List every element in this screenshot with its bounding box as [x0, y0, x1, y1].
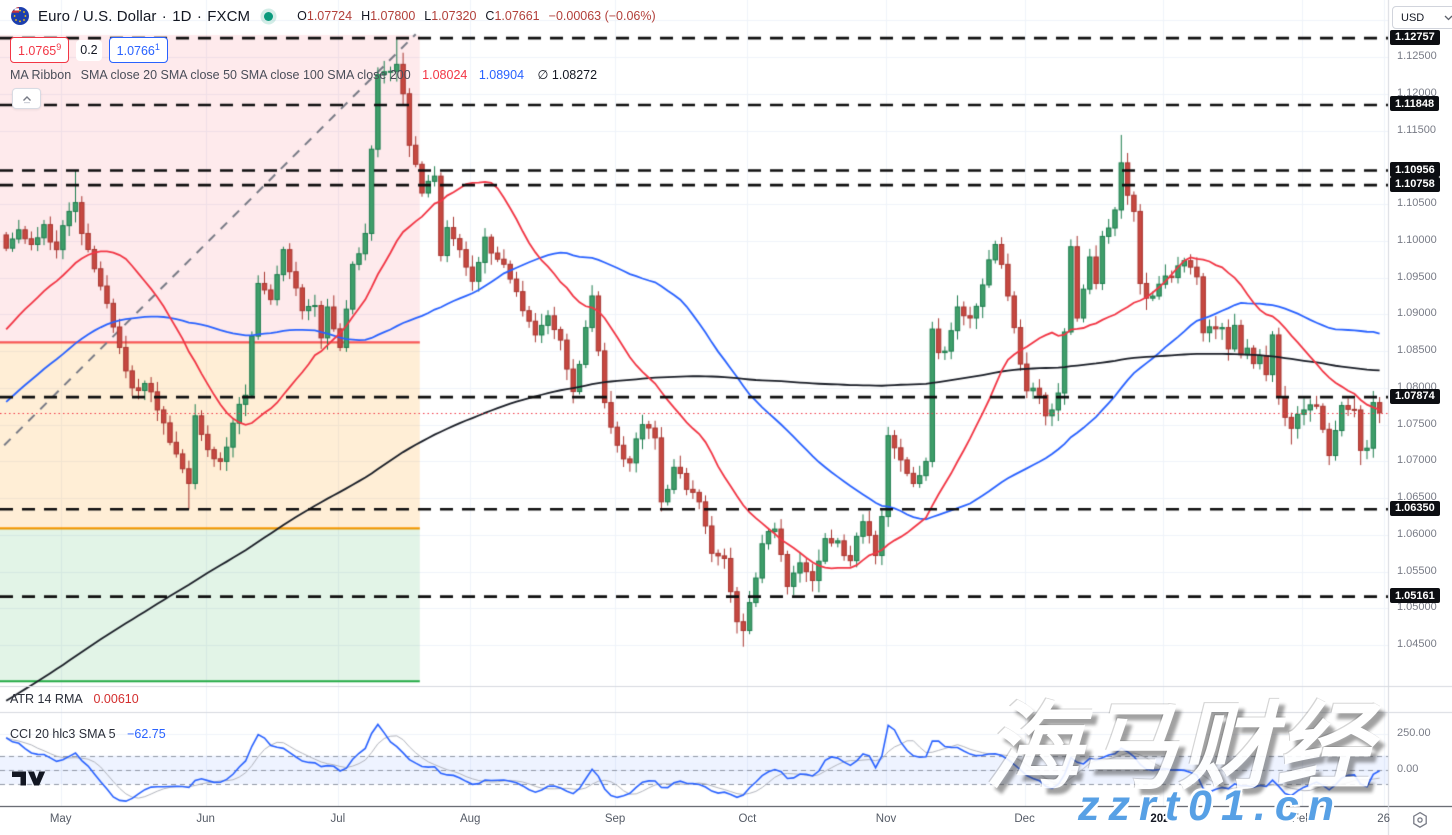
axis-settings-button[interactable]: [1410, 810, 1430, 835]
price-axis[interactable]: 1.12500 1.12000 1.11500 1.10500 1.10000 1.095…: [1388, 0, 1452, 806]
price-tick-label: 1.12000: [1397, 86, 1437, 99]
price-tick-label: 1.04500: [1397, 638, 1437, 651]
price-label-low[interactable]: 1.07659: [10, 37, 70, 64]
currency-selector[interactable]: USD: [1392, 6, 1452, 29]
time-axis-label: Nov: [875, 813, 897, 825]
tradingview-logo-icon: [12, 771, 46, 786]
price-tick-label: 1.09000: [1397, 307, 1437, 320]
ohlc-change: −0.00063 (−0.06%): [548, 9, 656, 23]
time-axis-label: Feb: [1291, 813, 1312, 825]
ma-ribbon-title: MA Ribbon: [10, 68, 72, 82]
time-axis-label: Aug: [459, 813, 481, 825]
ma-ribbon-legend[interactable]: MA Ribbon SMA close 20 SMA close 50 SMA …: [10, 67, 597, 82]
cci-indicator-legend[interactable]: CCI 20 hlc3 SMA 5 −62.75: [10, 727, 166, 741]
atr-indicator-legend[interactable]: ATR 14 RMA 0.00610: [10, 692, 139, 706]
ma-average-value: ∅ 1.08272: [537, 68, 598, 82]
collapse-legend-button[interactable]: [12, 88, 41, 109]
price-tick-label: 1.07000: [1397, 454, 1437, 467]
atr-value: 0.00610: [93, 692, 139, 706]
price-tick-label: 1.05500: [1397, 564, 1437, 577]
sma20-value: 1.08024: [422, 68, 468, 82]
cci-label: CCI 20 hlc3 SMA 5: [10, 727, 116, 741]
symbol-title-row: Euro / U.S. Dollar · 1D · FXCM O1.07724 H…: [10, 5, 656, 27]
price-tick-label: 1.10000: [1397, 233, 1437, 246]
chevron-down-icon: [1444, 15, 1452, 20]
sr-price-label: 1.06350: [1390, 500, 1440, 516]
cci-tick-label: 250.00: [1397, 727, 1431, 740]
ohlc-o: O1.07724: [297, 9, 353, 23]
price-tick-label: 1.11500: [1397, 123, 1436, 136]
price-tick-label: 1.09500: [1397, 270, 1437, 283]
sr-price-label: 1.11848: [1390, 96, 1440, 112]
time-axis-label: Jul: [330, 813, 346, 825]
time-axis-label: Jun: [196, 813, 215, 825]
atr-label: ATR 14 RMA: [10, 692, 83, 706]
time-axis-label: 2024: [1150, 813, 1176, 825]
price-label-high[interactable]: 1.07661: [108, 37, 168, 64]
gear-icon: [1413, 811, 1427, 828]
time-axis[interactable]: May Jun Jul Aug Sep Oct Nov Dec 2024 Feb 26: [0, 806, 1452, 835]
price-tick-label: 1.10500: [1397, 197, 1437, 210]
sr-price-label: 1.10758: [1390, 176, 1440, 192]
symbol-name[interactable]: Euro / U.S. Dollar · 1D · FXCM: [38, 7, 251, 25]
ohlc-values: O1.07724 H1.07800 L1.07320 C1.07661 −0.00063…: [297, 9, 656, 23]
range-value-label: 0.2: [76, 39, 102, 61]
cci-value: −62.75: [127, 727, 166, 741]
price-tick-label: 1.05000: [1397, 601, 1437, 614]
time-axis-label: May: [49, 813, 72, 825]
time-axis-label: Dec: [1014, 813, 1035, 825]
sr-price-label: 1.07874: [1390, 388, 1440, 404]
title-separator: ·: [196, 7, 202, 25]
sr-price-label: 1.12757: [1390, 29, 1440, 45]
price-range-labels: 1.07659 0.2 1.07661: [10, 37, 168, 64]
sma50-value: 1.08904: [478, 68, 525, 82]
ohlc-l: L1.07320: [424, 9, 477, 23]
tradingview-logo[interactable]: [12, 770, 46, 792]
exchange-label: FXCM: [207, 7, 251, 25]
chevron-up-icon: [22, 95, 31, 103]
ohlc-c: C1.07661: [485, 9, 540, 23]
currency-label: USD: [1401, 11, 1425, 24]
ma-ribbon-params: SMA close 20 SMA close 50 SMA close 100 …: [80, 68, 411, 82]
price-tick-label: 1.08500: [1397, 344, 1437, 357]
price-tick-label: 1.06000: [1397, 527, 1437, 540]
price-tick-label: 1.06500: [1397, 491, 1437, 504]
time-axis-label: Sep: [604, 813, 626, 825]
cci-tick-label: 0.00: [1397, 763, 1419, 775]
time-axis-label: Oct: [738, 813, 757, 825]
interval-label[interactable]: 1D: [172, 7, 192, 25]
price-tick-label: 1.12500: [1397, 50, 1437, 62]
price-tick-label: 1.07500: [1397, 417, 1437, 430]
sr-price-label: 1.10956: [1390, 162, 1440, 178]
time-axis-label: 26: [1377, 813, 1391, 825]
symbol-flag-icon: [11, 7, 29, 25]
market-open-dot-icon[interactable]: [264, 11, 274, 21]
sr-price-label: 1.05161: [1390, 588, 1440, 604]
ohlc-h: H1.07800: [361, 9, 416, 23]
title-separator: ·: [161, 7, 167, 25]
